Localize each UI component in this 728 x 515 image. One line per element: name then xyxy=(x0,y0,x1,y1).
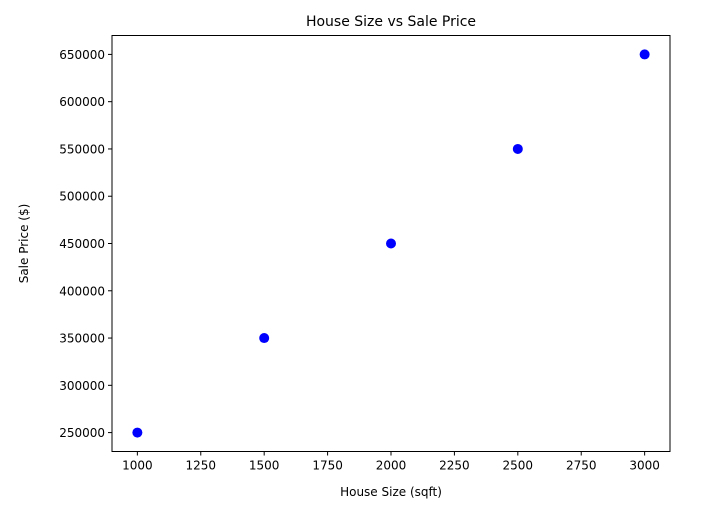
y-tick-label: 400000 xyxy=(59,284,105,298)
data-point xyxy=(132,427,143,438)
x-tick-label: 1250 xyxy=(185,459,216,473)
x-tick-label: 2250 xyxy=(439,459,470,473)
y-tick-label: 300000 xyxy=(59,379,105,393)
y-tick-label: 500000 xyxy=(59,190,105,204)
y-tick-label: 550000 xyxy=(59,142,105,156)
x-tick-label: 2500 xyxy=(503,459,534,473)
data-point xyxy=(512,143,523,154)
chart-title: House Size vs Sale Price xyxy=(306,14,476,30)
y-tick-label: 650000 xyxy=(59,48,105,62)
y-tick-label: 350000 xyxy=(59,332,105,346)
y-tick-label: 450000 xyxy=(59,237,105,251)
data-point xyxy=(639,49,650,60)
x-tick-label: 2750 xyxy=(566,459,597,473)
x-tick-label: 1000 xyxy=(122,459,153,473)
x-tick-label: 1500 xyxy=(249,459,280,473)
axes-frame xyxy=(111,35,671,452)
x-axis-label: House Size (sqft) xyxy=(340,485,442,499)
x-tick-label: 3000 xyxy=(629,459,660,473)
y-tick-label: 600000 xyxy=(59,95,105,109)
data-point xyxy=(259,333,270,344)
y-tick-label: 250000 xyxy=(59,426,105,440)
x-tick-label: 1750 xyxy=(312,459,343,473)
data-point xyxy=(386,238,396,249)
y-axis-label: Sale Price ($) xyxy=(17,204,31,284)
x-tick-label: 2000 xyxy=(376,459,407,473)
